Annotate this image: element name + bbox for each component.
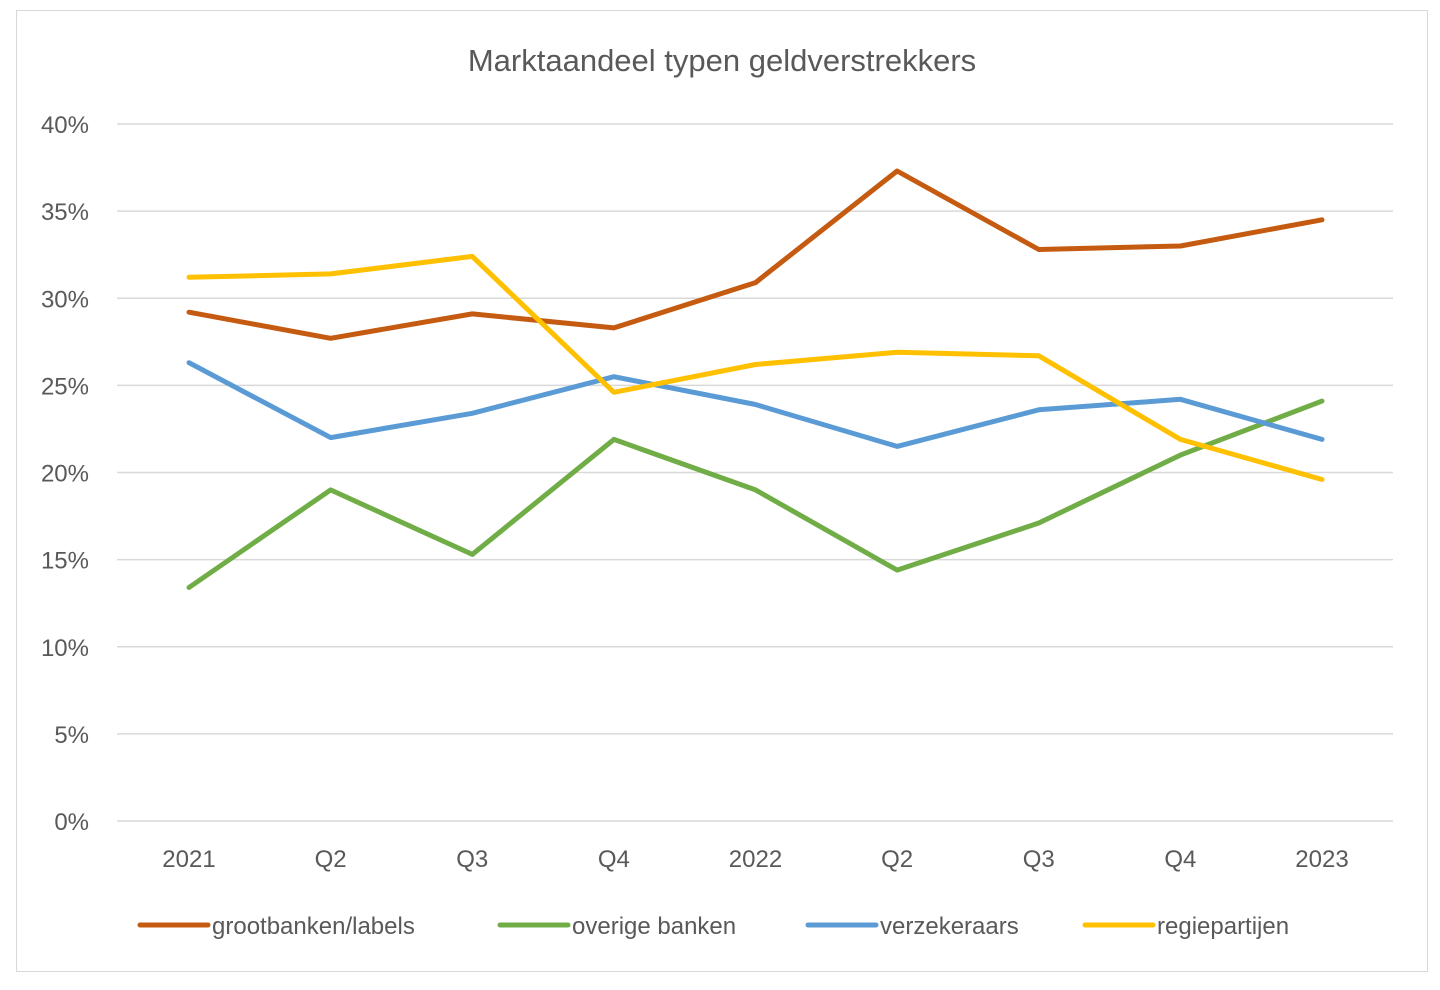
y-tick-label: 25% bbox=[41, 373, 89, 400]
y-tick-label: 10% bbox=[41, 635, 89, 662]
y-axis-tick-labels: 0% 5% 10% 15% 20% 25% 30% 35% 40% bbox=[41, 112, 89, 836]
legend-label-overige-banken: overige banken bbox=[572, 913, 736, 940]
x-tick-label: 2022 bbox=[729, 846, 782, 873]
series-line-verzekeraars bbox=[186, 360, 1325, 449]
chart-title: Marktaandeel typen geldverstrekkers bbox=[468, 43, 976, 78]
legend-label-grootbanken-labels: grootbanken/labels bbox=[212, 913, 415, 940]
x-tick-label: Q4 bbox=[1164, 846, 1196, 873]
y-tick-label: 0% bbox=[54, 809, 89, 836]
x-tick-label: Q2 bbox=[881, 846, 913, 873]
y-tick-label: 20% bbox=[41, 461, 89, 488]
series-lines bbox=[186, 168, 1325, 590]
x-tick-label: Q3 bbox=[1023, 846, 1055, 873]
y-tick-label: 5% bbox=[54, 722, 89, 749]
legend-label-verzekeraars: verzekeraars bbox=[880, 913, 1019, 940]
y-tick-label: 15% bbox=[41, 548, 89, 575]
series-line-overige-banken bbox=[186, 398, 1325, 590]
x-tick-label: Q4 bbox=[598, 846, 630, 873]
y-tick-label: 35% bbox=[41, 199, 89, 226]
y-tick-label: 30% bbox=[41, 286, 89, 313]
x-tick-label: Q2 bbox=[315, 846, 347, 873]
legend: grootbanken/labels overige banken verzeker… bbox=[137, 913, 1289, 940]
chart-frame bbox=[16, 10, 1428, 972]
x-tick-label: 2021 bbox=[162, 846, 215, 873]
series-line-regiepartijen bbox=[186, 253, 1325, 482]
x-tick-label: 2023 bbox=[1295, 846, 1348, 873]
x-tick-label: Q3 bbox=[456, 846, 488, 873]
series-line-grootbanken-labels bbox=[186, 168, 1325, 341]
legend-label-regiepartijen: regiepartijen bbox=[1157, 913, 1289, 940]
x-axis-tick-labels: 2021 Q2 Q3 Q4 2022 Q2 Q3 Q4 2023 bbox=[162, 846, 1348, 873]
gridlines bbox=[117, 123, 1393, 822]
y-tick-label: 40% bbox=[41, 112, 89, 139]
